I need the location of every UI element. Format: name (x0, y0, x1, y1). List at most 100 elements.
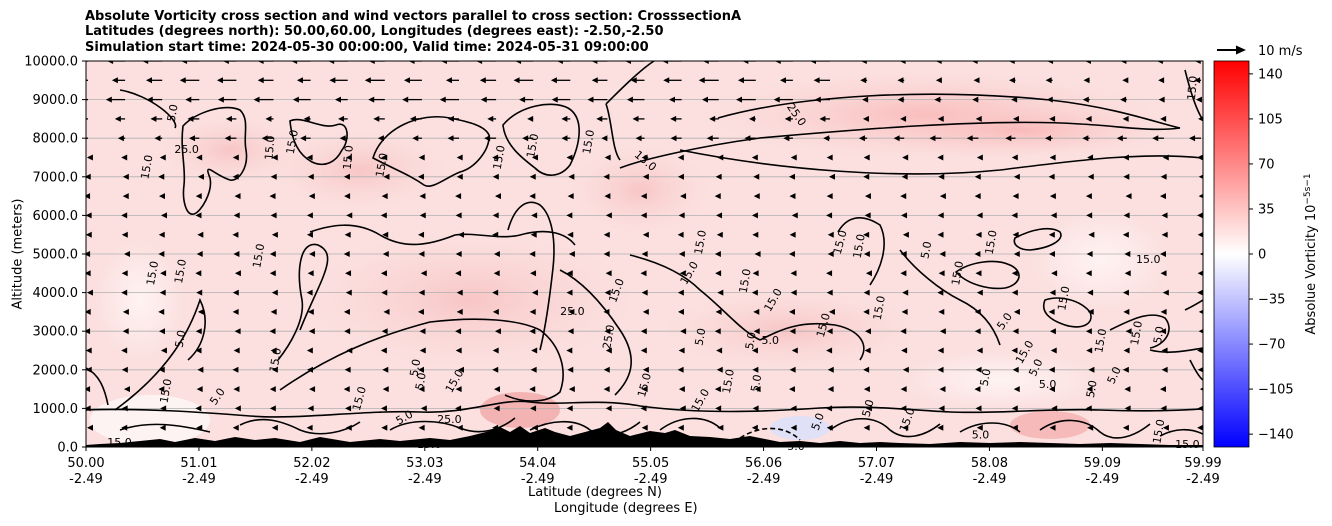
wind-vector-head (232, 289, 239, 296)
wind-vector-head (974, 193, 981, 200)
wind-vector-head (973, 77, 980, 84)
wind-vector-head (754, 386, 761, 393)
wind-vector-head (146, 77, 153, 84)
wind-vector-head (937, 212, 944, 219)
wind-vector-head (678, 386, 685, 393)
wind-vector-head (344, 366, 351, 373)
wind-vector-head (196, 289, 203, 296)
wind-vector-head (1049, 154, 1056, 161)
wind-vector-head (124, 251, 131, 257)
wind-vector-head (791, 347, 798, 354)
wind-vector-head (529, 308, 536, 315)
wind-vector-head (447, 115, 454, 122)
wind-vector-head (1159, 193, 1166, 200)
wind-vector-head (900, 193, 907, 200)
wind-vector-head (566, 212, 573, 219)
colorbar-gradient (1213, 60, 1250, 448)
y-tick-label: 7000.0 (33, 170, 79, 185)
wind-vector-head (257, 61, 264, 64)
colorbar-tick-label: −140 (1258, 428, 1294, 443)
wind-vector-head (1197, 154, 1203, 161)
wind-vector-head (121, 289, 128, 296)
wind-vector-head (417, 173, 424, 180)
wind-vector-head (863, 366, 870, 373)
title-line-3: Simulation start time: 2024-05-30 00:00:… (85, 40, 649, 55)
contour-label: 15.0 (1136, 253, 1161, 266)
wind-vector-head (159, 154, 166, 161)
contour-label: 15.0 (720, 368, 737, 394)
wind-vector-head (158, 173, 165, 180)
wind-vector-head (902, 289, 909, 296)
wind-vector-head (566, 424, 573, 431)
wind-vector-head (480, 96, 487, 103)
wind-vector-head (753, 173, 760, 180)
wind-vector-head (754, 251, 761, 257)
wind-vector-head (455, 405, 462, 412)
contour-label: 5.0 (407, 358, 423, 377)
wind-vector-head (751, 154, 758, 161)
wind-vector-head (1162, 154, 1169, 161)
contour-label: 15.0 (1128, 320, 1145, 346)
wind-vector-head (976, 347, 983, 354)
wind-vector-head (86, 405, 91, 412)
wind-vector-head (142, 61, 149, 64)
wind-vector-head (716, 366, 723, 373)
wind-vector-head (788, 308, 795, 315)
wind-vector-head (1082, 96, 1089, 103)
wind-vector-head (972, 96, 979, 103)
wind-vector-head (976, 289, 983, 296)
wind-vector-head (1084, 61, 1091, 64)
x-tick-label-longitude: -2.49 (1086, 472, 1120, 487)
contour-line (181, 106, 248, 215)
wind-vector-head (1013, 308, 1020, 315)
wind-vector-head (306, 212, 313, 219)
y-tick-label: 9000.0 (33, 93, 79, 108)
wind-vector-head (232, 308, 239, 315)
wind-vector-head (640, 212, 647, 219)
wind-vector-head (447, 135, 454, 142)
wind-vector-head (587, 96, 594, 103)
wind-vector-head (568, 251, 575, 257)
contour-label: 15.0 (1150, 418, 1167, 444)
wind-vector-head (86, 308, 91, 315)
wind-vector-head (368, 96, 375, 103)
contour-line (372, 116, 490, 187)
wind-vector-head (195, 212, 202, 219)
wind-vector-head (160, 405, 167, 412)
wind-vector-head (420, 270, 427, 277)
wind-vector-head (937, 289, 944, 296)
wind-vector-head (939, 193, 946, 200)
wind-vector-head (121, 231, 128, 238)
contour-line (1184, 69, 1203, 121)
contour-lines (86, 61, 1203, 441)
contour-line (837, 217, 885, 286)
wind-vector-head (122, 173, 129, 180)
contour-line (529, 420, 641, 436)
wind-vector-head (1122, 115, 1129, 122)
contour-line (114, 297, 206, 411)
wind-vector-head (900, 386, 907, 393)
wind-vector-head (1116, 135, 1123, 142)
wind-vector-head (975, 366, 982, 373)
contour-label: 15.0 (871, 295, 888, 321)
wind-vector-head (899, 61, 906, 64)
wind-vector-head (457, 231, 464, 238)
wind-vector-head (1122, 231, 1129, 238)
wind-vector-head (863, 173, 870, 180)
contour-label: 25.0 (437, 413, 462, 426)
wind-vector-head (418, 251, 425, 257)
wind-vector-head (641, 386, 648, 393)
contour-label: 15.0 (1092, 328, 1109, 354)
wind-vector-head (663, 77, 670, 84)
x-tick-label-longitude: -2.49 (860, 472, 894, 487)
wind-vector-head (492, 154, 499, 161)
contour-label: 15.0 (144, 260, 161, 286)
wind-vector-head (677, 173, 684, 180)
wind-vector-head (344, 328, 351, 335)
wind-vector-head (789, 328, 796, 335)
wind-vector-head (343, 386, 350, 393)
wind-vector-head (1199, 252, 1203, 256)
wind-vector-head (1085, 328, 1092, 335)
wind-vector-head (716, 347, 723, 354)
